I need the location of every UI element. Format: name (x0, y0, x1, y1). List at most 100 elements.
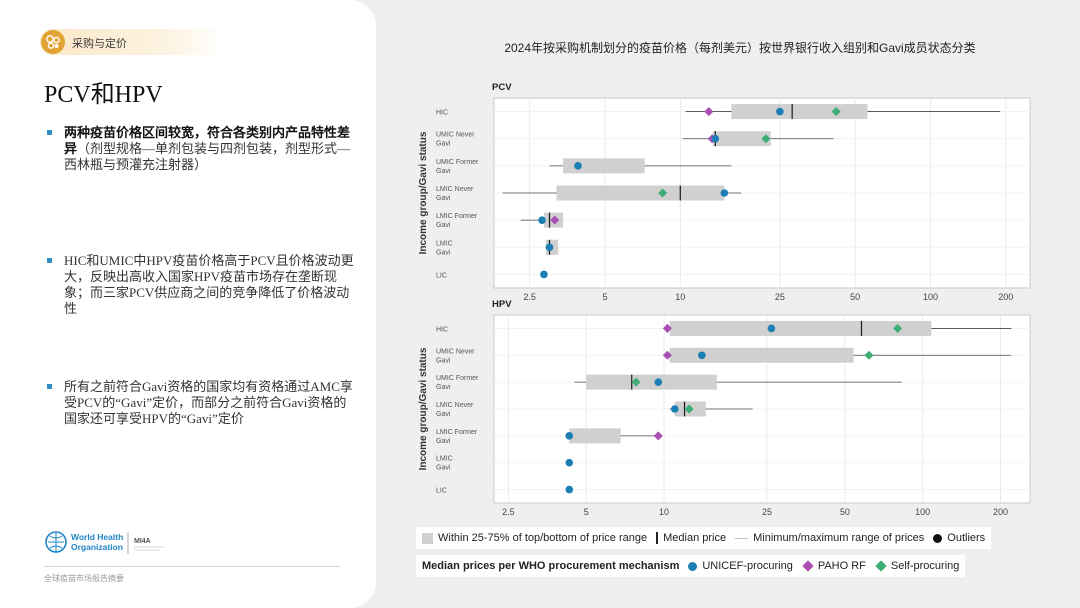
y-tick-label: UMIC Never (436, 132, 475, 139)
iqr-box (563, 158, 645, 174)
y-axis-title: Income group/Gavi status (418, 347, 429, 470)
x-tick-label: 100 (923, 292, 938, 302)
x-tick-label: 25 (762, 507, 772, 517)
x-tick-label: 5 (584, 507, 589, 517)
unicef-marker (776, 107, 784, 116)
who-line-2: Organization (71, 542, 123, 552)
self-procuring-marker (761, 134, 771, 144)
unicef-marker (540, 270, 548, 279)
y-tick-label: Gavi (436, 465, 451, 472)
bullet-text-3: 所有之前符合Gavi资格的国家均有资格通过AMC享受PCV的“Gavi”定价，而… (64, 379, 358, 427)
x-tick-label: 200 (993, 507, 1008, 517)
y-tick-label: LMIC (436, 240, 453, 247)
legend-median-item: Median price (656, 532, 726, 544)
legend-median-swatch (656, 532, 659, 544)
iqr-box (586, 374, 717, 390)
legend-range-swatch (735, 537, 749, 539)
iqr-box (569, 428, 621, 444)
y-tick-label: LMIC (436, 456, 453, 463)
paho-marker (662, 350, 672, 360)
unicef-marker (574, 162, 582, 170)
procurement-icon (41, 30, 65, 54)
legend-median-label: Median price (663, 532, 727, 544)
x-tick-label: 50 (850, 292, 860, 302)
legend-paho-swatch (802, 560, 814, 572)
y-tick-label: Gavi (436, 384, 451, 391)
y-tick-label: LIC (436, 272, 447, 279)
unicef-marker (711, 134, 720, 143)
bullet-1-bold: 两种疫苗价格区间较宽，符合各类别内产品特性差异 (64, 125, 351, 156)
legend-unicef-label: UNICEF-procuring (702, 560, 793, 572)
y-tick-label: Gavi (436, 168, 451, 175)
bullet-1-normal: （剂型规格—单剂包装与四剂包装，剂型形式—西林瓶与预灌充注射器） (64, 141, 351, 172)
y-tick-label: Gavi (436, 222, 451, 229)
legend-outlier-label: Outliers (947, 532, 986, 544)
unicef-marker (720, 189, 729, 197)
hpv-panel-title: HPV (492, 299, 512, 310)
x-tick-label: 5 (602, 292, 607, 302)
bullet-marker (47, 384, 52, 389)
iqr-box (556, 185, 725, 201)
footer-divider (44, 566, 340, 567)
x-tick-label: 10 (659, 507, 669, 517)
legend-unicef-item: UNICEF-procuring (688, 560, 793, 572)
y-tick-label: LIC (436, 488, 447, 495)
section-pill: 采购与定价 (40, 29, 224, 55)
unicef-marker (545, 243, 554, 252)
x-tick-label: 100 (915, 507, 930, 517)
bullet-2-normal: HIC和UMIC中HPV疫苗价格高于PCV且价格波动更大，反映出高收入国家HPV… (64, 253, 354, 316)
iqr-box (712, 131, 771, 147)
unicef-marker (654, 378, 663, 386)
y-tick-label: UMIC Former (436, 159, 479, 166)
legend-mechanism-title: Median prices per WHO procurement mechan… (422, 560, 680, 572)
chart-title: 2024年按采购机制划分的疫苗价格（每剂美元）按世界银行收入组别和Gavi成员状… (504, 41, 976, 55)
y-tick-label: UMIC Never (436, 348, 475, 355)
who-line-1: World Health (71, 532, 123, 542)
unicef-marker (565, 458, 574, 467)
x-tick-label: 2.5 (502, 507, 515, 517)
y-tick-label: LMIC Former (436, 213, 478, 220)
unicef-marker (538, 216, 546, 224)
y-tick-label: LMIC Never (436, 402, 474, 409)
legend-outlier-swatch (933, 533, 943, 543)
legend-unicef-swatch (688, 561, 698, 571)
y-tick-label: LMIC Former (436, 429, 478, 436)
iqr-box (669, 347, 854, 363)
legend-self-item: Self-procuring (875, 560, 959, 572)
bullet-text-1: 两种疫苗价格区间较宽，符合各类别内产品特性差异（剂型规格—单剂包装与四剂包装，剂… (64, 125, 358, 173)
legend-mechanism: Median prices per WHO procurement mechan… (416, 555, 966, 577)
hpv-chart: 2.5 5 10 25 50 100 200 Income group/Gavi status… (418, 314, 1031, 517)
legend-paho-label: PAHO RF (817, 560, 866, 572)
bullet-marker (47, 258, 52, 263)
y-tick-label: LMIC Never (436, 186, 474, 193)
y-axis-title: Income group/Gavi status (418, 131, 429, 254)
unicef-marker (698, 351, 706, 360)
paho-marker (662, 323, 672, 333)
legend-outlier-item: Outliers (933, 532, 985, 544)
y-tick-label: Gavi (436, 411, 451, 418)
bullet-3-normal: 所有之前符合Gavi资格的国家均有资格通过AMC享受PCV的“Gavi”定价，而… (64, 379, 353, 426)
pcv-chart: 2.5 5 10 25 50 100 200 Income group/Gavi status… (418, 97, 1031, 302)
mi4a-logo: MI4A (134, 538, 151, 545)
bullet-marker (47, 130, 52, 135)
y-tick-label: HIC (436, 110, 448, 117)
self-procuring-marker (831, 107, 841, 117)
x-tick-label: 200 (998, 292, 1013, 302)
x-tick-label: 50 (840, 507, 850, 517)
legend-box-item: Within 25-75% of top/bottom of price ran… (422, 532, 647, 544)
x-tick-label: 25 (775, 292, 785, 302)
iqr-box (731, 104, 868, 120)
unicef-marker (565, 485, 574, 494)
legend-box-swatch (422, 532, 433, 544)
y-tick-label: Gavi (436, 249, 451, 256)
unicef-marker (565, 432, 574, 440)
legend-self-label: Self-procuring (890, 560, 960, 572)
iqr-box (669, 320, 932, 336)
y-tick-label: Gavi (436, 141, 451, 148)
legend-range: Within 25-75% of top/bottom of price ran… (416, 527, 992, 549)
x-tick-label: 2.5 (523, 292, 536, 302)
logos: World Health Organization MI4A (44, 528, 184, 558)
slide-title: PCV和HPV (44, 82, 163, 108)
unicef-marker (767, 324, 776, 333)
y-tick-label: Gavi (436, 357, 451, 364)
